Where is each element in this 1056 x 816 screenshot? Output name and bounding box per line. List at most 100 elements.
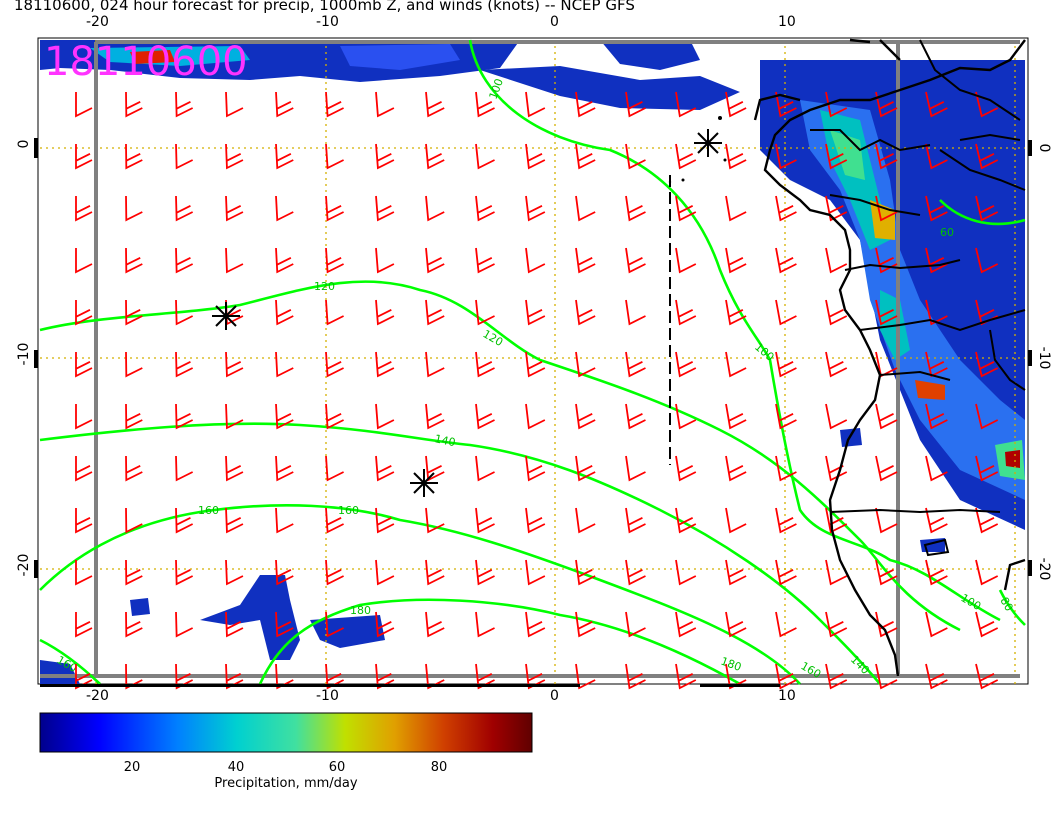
wind-barb: [675, 91, 697, 118]
wind-barb: [925, 143, 948, 170]
map-title: 18110600, 024 hour forecast for precip, …: [14, 0, 635, 14]
wind-barb: [275, 507, 294, 534]
wind-barb: [875, 195, 898, 222]
wind-barb: [175, 611, 194, 638]
wind-barb: [575, 351, 596, 378]
wind-barb: [275, 455, 294, 482]
wind-barb: [125, 351, 143, 378]
country-borders: [810, 39, 1026, 557]
wind-barb: [875, 299, 898, 326]
wind-barb: [625, 507, 646, 534]
wind-barb: [75, 404, 93, 430]
storm-markers: [212, 129, 722, 497]
wind-barb: [475, 195, 495, 222]
wind-barb: [425, 195, 445, 222]
wind-barb: [375, 403, 395, 430]
wind-barb: [175, 91, 194, 118]
wind-barb: [525, 247, 546, 274]
wind-barb: [225, 403, 244, 430]
wind-barb: [575, 611, 596, 638]
wind-barb: [525, 195, 546, 222]
wind-barb: [425, 143, 445, 170]
wind-barb: [725, 299, 747, 326]
colorbar-tick: 60: [328, 760, 346, 775]
wind-barb: [825, 403, 848, 430]
wind-barb: [175, 351, 194, 378]
wind-barb: [225, 611, 244, 638]
colorbar: [39, 712, 533, 753]
wind-barb: [975, 195, 999, 222]
wind-barb: [425, 403, 445, 430]
wind-barb: [325, 143, 344, 170]
wind-barb: [275, 143, 294, 170]
wind-barb: [575, 91, 596, 118]
wind-barb: [825, 663, 848, 690]
wind-barb: [975, 91, 999, 118]
wind-barb: [675, 195, 697, 222]
wind-barb: [625, 351, 646, 378]
wind-barb: [575, 403, 596, 430]
wind-barb: [825, 91, 848, 118]
wind-barb: [75, 456, 93, 482]
wind-barb: [175, 559, 194, 586]
wind-barb: [525, 91, 546, 118]
wind-barb: [125, 559, 143, 586]
wind-barb: [925, 507, 948, 534]
wind-barb: [125, 507, 143, 534]
wind-barb: [625, 611, 646, 638]
wind-barb: [75, 560, 93, 586]
wind-barb: [475, 247, 495, 274]
wind-barb: [725, 663, 747, 690]
contour-label: 160: [338, 504, 359, 517]
wind-barb: [775, 299, 797, 326]
wind-barb: [725, 143, 747, 170]
wind-barb: [575, 299, 596, 326]
wind-barb: [175, 195, 194, 222]
wind-barb: [625, 663, 646, 690]
contour-label: 60: [940, 226, 954, 239]
wind-barb: [125, 195, 143, 222]
wind-barb: [725, 247, 747, 274]
wind-barb: [625, 247, 646, 274]
colorbar-title: Precipitation, mm/day: [214, 776, 358, 791]
wind-barb: [75, 300, 93, 326]
wind-barb: [325, 351, 344, 378]
wind-barb: [875, 143, 898, 170]
wind-barb: [625, 195, 646, 222]
wind-barb: [125, 663, 143, 690]
wind-barb: [925, 611, 948, 638]
contour-label: 80: [997, 595, 1015, 614]
wind-barb: [825, 143, 848, 170]
wind-barb: [775, 351, 797, 378]
wind-barb: [625, 559, 646, 586]
wind-barb: [475, 663, 495, 690]
wind-barb: [375, 559, 395, 586]
wind-barb: [475, 143, 495, 170]
axis-ticks: [34, 138, 1032, 687]
wind-barb: [675, 455, 697, 482]
wind-barb: [325, 91, 344, 118]
wind-barb: [175, 403, 194, 430]
lon-tick-bottom: 10: [778, 688, 796, 704]
wind-barb: [375, 299, 395, 326]
lat-tick-right: -10: [1036, 347, 1052, 370]
lon-tick-top: -10: [316, 14, 339, 30]
wind-barb: [275, 663, 294, 690]
wind-barb: [175, 507, 194, 534]
wind-barb: [375, 663, 395, 690]
wind-barb: [725, 403, 747, 430]
wind-barb: [125, 143, 143, 170]
wind-barb: [575, 247, 596, 274]
colorbar-tick: 80: [430, 760, 448, 775]
wind-barb: [675, 663, 697, 690]
wind-barb: [825, 247, 848, 274]
wind-barb: [125, 91, 143, 118]
wind-barb: [275, 559, 294, 586]
wind-barb: [575, 455, 596, 482]
wind-barb: [625, 403, 646, 430]
wind-barb: [475, 507, 495, 534]
wind-barb: [775, 143, 797, 170]
wind-barb: [775, 403, 797, 430]
wind-barb: [625, 299, 646, 326]
wind-barb: [275, 299, 294, 326]
